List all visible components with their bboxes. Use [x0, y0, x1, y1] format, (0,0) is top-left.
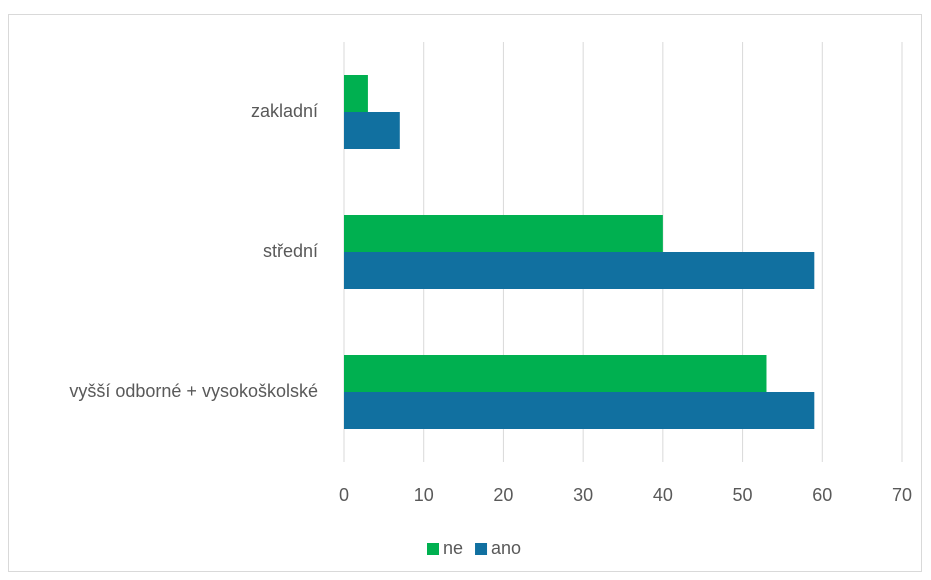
bar [344, 392, 815, 429]
y-tick-label: vyšší odborné + vysokoškolské [69, 381, 318, 401]
x-tick-label: 20 [493, 485, 513, 505]
x-tick-label: 0 [339, 485, 349, 505]
y-tick-label: střední [263, 241, 318, 261]
y-tick-label: zakladní [251, 101, 318, 121]
legend-label: ano [491, 538, 521, 558]
bar [344, 355, 767, 392]
x-tick-label: 30 [573, 485, 593, 505]
x-tick-label: 60 [812, 485, 832, 505]
bar [344, 215, 663, 252]
legend-swatch [427, 543, 439, 555]
x-tick-label: 10 [414, 485, 434, 505]
legend-swatch [475, 543, 488, 555]
bar [344, 75, 368, 112]
x-tick-label: 70 [892, 485, 912, 505]
x-tick-label: 50 [733, 485, 753, 505]
chart-border [8, 14, 922, 572]
bar [344, 112, 400, 149]
x-tick-label: 40 [653, 485, 673, 505]
legend-label: ne [443, 538, 463, 558]
bar [344, 252, 815, 289]
